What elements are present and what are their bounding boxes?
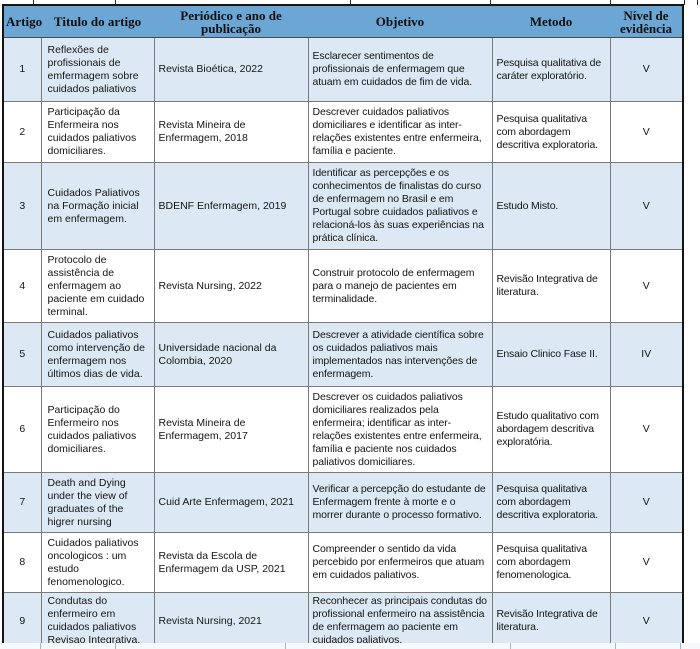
table-row: 5 Cuidados paliativos como intervenção de…	[2, 322, 684, 387]
column-divider-tick	[697, 0, 698, 5]
cell-metodo: Pesquisa qualitativa com abordagem descr…	[491, 101, 611, 163]
cell-metodo: Estudo Misto.	[491, 162, 611, 250]
cell-titulo: Condutas do enfermeiro em cuidados palia…	[40, 592, 155, 649]
cell-artigo: 1	[2, 37, 42, 102]
column-header-titulo: Titulo do artigo	[41, 5, 154, 38]
column-header-objetivo: Objetivo	[308, 5, 492, 38]
column-divider-tick	[490, 0, 491, 5]
cell-periodico: Revista Mineira de Enfermagem, 2018	[153, 101, 309, 163]
cell-objetivo: Descrever os cuidados paliativos domicil…	[307, 386, 493, 473]
cell-artigo: 4	[2, 249, 42, 323]
table-row: 9 Condutas do enfermeiro em cuidados pali…	[2, 592, 684, 649]
cell-periodico: Universidade nacional da Colombia, 2020	[153, 322, 309, 387]
column-divider-tick	[350, 0, 351, 5]
column-divider-tick	[33, 0, 34, 5]
cell-nivel: V	[609, 162, 684, 250]
cell-objetivo: Verificar a percepção do estudante de En…	[307, 472, 493, 533]
cell-periodico: Cuid Arte Enfermagem, 2021	[153, 472, 309, 533]
cell-titulo: Participação do Enfermeiro nos cuidados …	[40, 386, 155, 473]
column-divider-tick	[285, 643, 286, 649]
cell-objetivo: Reconhecer as principais condutas do pro…	[307, 592, 493, 649]
cell-nivel: V	[609, 592, 684, 649]
cell-periodico: Revista Nursing, 2021	[153, 592, 309, 649]
cell-titulo: Death and Dying under the view of gradua…	[40, 472, 155, 533]
cell-artigo: 5	[2, 322, 42, 387]
cell-nivel: IV	[609, 322, 684, 387]
cell-metodo: Pesquisa qualitativa com abordagem descr…	[491, 472, 611, 533]
table-row: 1 Reflexões de profissionais de emfermage…	[2, 37, 684, 102]
column-header-metodo: Metodo	[492, 5, 610, 38]
column-divider-tick	[115, 643, 116, 649]
table-row: 7 Death and Dying under the view of gradu…	[2, 472, 684, 533]
column-divider-tick	[684, 0, 685, 5]
cell-objetivo: Construir protocolo de enfermagem para o…	[307, 249, 493, 323]
table-row: 6 Participação do Enfermeiro nos cuidados…	[2, 386, 684, 473]
column-divider-tick	[40, 643, 41, 649]
cell-artigo: 2	[2, 101, 42, 163]
cell-metodo: Revisão Integrativa de literatura.	[491, 249, 611, 323]
cropped-row-fragment-top	[0, 0, 700, 5]
articles-summary-table: Artigo Titulo do artigo Periódico e ano de…	[2, 4, 684, 649]
column-divider-tick	[615, 643, 616, 649]
cell-titulo: Protocolo de assistência de enfermagem a…	[40, 249, 155, 323]
column-header-artigo: Artigo	[3, 5, 42, 38]
cell-objetivo: Esclarecer sentimentos de profissionais …	[307, 37, 493, 102]
cell-titulo: Cuidados Paliativos na Formação inicial …	[40, 162, 155, 250]
cell-metodo: Ensaio Clinico Fase II.	[491, 322, 611, 387]
column-header-nivel: Nível de evidência	[610, 5, 683, 38]
table-body: 1 Reflexões de profissionais de emfermage…	[2, 37, 684, 649]
cell-artigo: 7	[2, 472, 42, 533]
table-row: 4 Protocolo de assistência de enfermagem …	[2, 249, 684, 323]
cell-artigo: 6	[2, 386, 42, 473]
table-row: 8 Cuidados paliativos oncologicos : um es…	[2, 532, 684, 593]
cell-nivel: V	[609, 101, 684, 163]
cell-periodico: Revista Nursing, 2022	[153, 249, 309, 323]
column-divider-tick	[610, 0, 611, 5]
cell-artigo: 8	[2, 532, 42, 593]
cropped-row-fragment-bottom	[0, 643, 700, 649]
cell-titulo: Reflexões de profissionais de emfermagem…	[40, 37, 155, 102]
cell-objetivo: Compreender o sentido da vida percebido …	[307, 532, 493, 593]
cell-titulo: Participação da Enfermeira nos cuidados …	[40, 101, 155, 163]
column-divider-tick	[510, 643, 511, 649]
table-row: 3 Cuidados Paliativos na Formação inicial…	[2, 162, 684, 250]
cell-objetivo: Descrever a atividade científica sobre o…	[307, 322, 493, 387]
cell-nivel: V	[609, 472, 684, 533]
cell-periodico: Revista Mineira de Enfermagem, 2017	[153, 386, 309, 473]
cell-objetivo: Descrever cuidados paliativos domiciliar…	[307, 101, 493, 163]
cell-artigo: 3	[2, 162, 42, 250]
table-header: Artigo Titulo do artigo Periódico e ano de…	[3, 5, 683, 38]
cell-metodo: Pesquisa qualitativa com abordagem fenom…	[491, 532, 611, 593]
cell-objetivo: Identificar as percepções e os conhecime…	[307, 162, 493, 250]
cell-nivel: V	[609, 249, 684, 323]
cell-periodico: Revista da Escola de Enfermagem da USP, …	[153, 532, 309, 593]
column-divider-tick	[115, 0, 116, 5]
cell-titulo: Cuidados paliativos oncologicos : um est…	[40, 532, 155, 593]
cell-nivel: V	[609, 532, 684, 593]
cell-periodico: Revista Bioética, 2022	[153, 37, 309, 102]
cell-titulo: Cuidados paliativos como intervenção de …	[40, 322, 155, 387]
cell-metodo: Revisão Integrativa de literatura.	[491, 592, 611, 649]
cell-metodo: Pesquisa qualitativa de caráter explorat…	[491, 37, 611, 102]
column-header-periodico: Periódico e ano de publicação	[154, 5, 308, 38]
cell-metodo: Estudo qualitativo com abordagem descrit…	[491, 386, 611, 473]
cell-artigo: 9	[2, 592, 42, 649]
cell-nivel: V	[609, 37, 684, 102]
header-row: Artigo Titulo do artigo Periódico e ano de…	[3, 5, 683, 38]
cell-nivel: V	[609, 386, 684, 473]
cell-periodico: BDENF Enfermagem, 2019	[153, 162, 309, 250]
table-row: 2 Participação da Enfermeira nos cuidados…	[2, 101, 684, 163]
column-divider-tick	[680, 643, 681, 649]
